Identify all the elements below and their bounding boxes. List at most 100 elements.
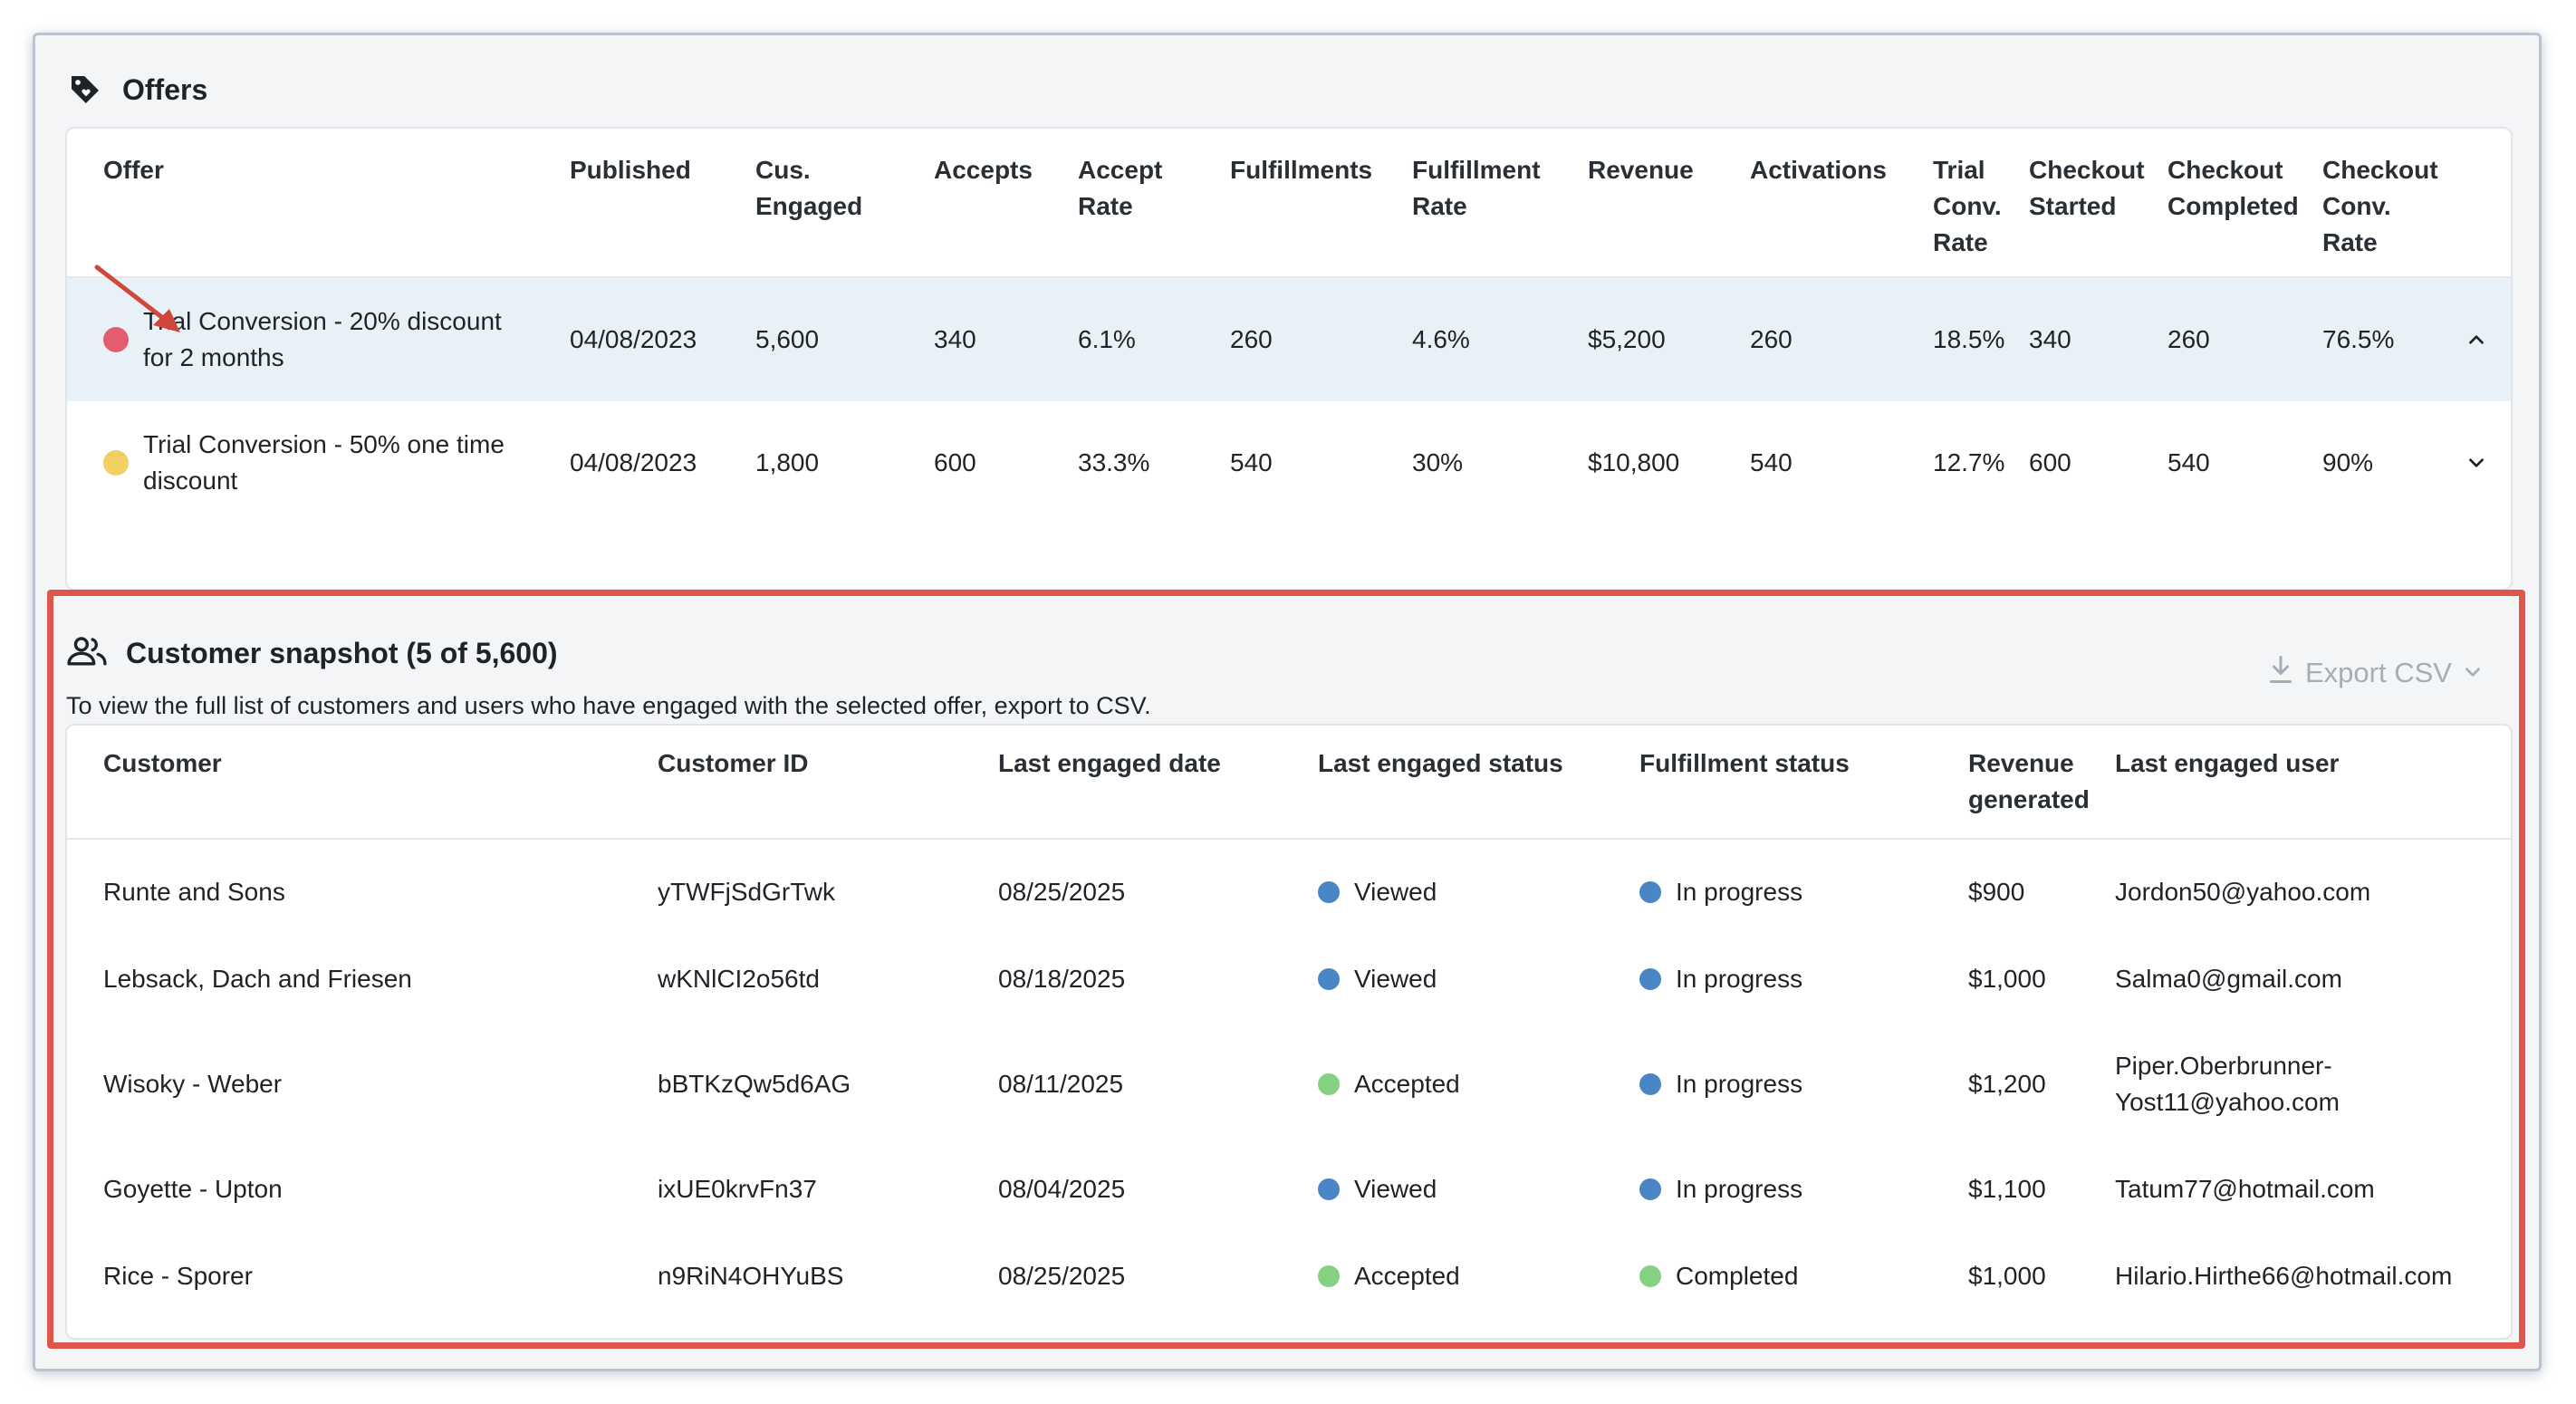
customer-id: ixUE0krvFn37 — [658, 1175, 817, 1203]
offer-checkout-started: 340 — [2029, 325, 2071, 353]
table-row[interactable]: Goyette - Upton ixUE0krvFn37 08/04/2025 … — [67, 1146, 2511, 1233]
status-dot — [103, 450, 129, 476]
highlight-box — [47, 590, 2525, 1349]
status-dot — [1318, 968, 1340, 990]
offer-row[interactable]: Trial Conversion - 50% one time discount … — [67, 401, 2511, 524]
offer-accepts: 340 — [934, 325, 976, 353]
customer-name: Runte and Sons — [103, 878, 285, 906]
status-dot — [1639, 1178, 1661, 1200]
table-row[interactable]: Wisoky - Weber bBTKzQw5d6AG 08/11/2025 A… — [67, 1023, 2511, 1146]
fulfillment-status: In progress — [1639, 1023, 1802, 1146]
chevron-down-icon — [2458, 445, 2494, 481]
customer-table: Customer Customer ID Last engaged date L… — [65, 724, 2513, 1340]
last-engaged-user: Salma0@gmail.com — [2115, 965, 2342, 993]
table-row[interactable]: Runte and Sons yTWFjSdGrTwk 08/25/2025 V… — [67, 849, 2511, 936]
col-fulfillment-rate: Fulfillment Rate — [1412, 156, 1541, 220]
table-row[interactable]: Lebsack, Dach and Friesen wKNlCI2o56td 0… — [67, 936, 2511, 1023]
last-engaged-date: 08/25/2025 — [998, 878, 1126, 906]
export-csv-button[interactable]: Export CSV — [2267, 651, 2483, 695]
last-engaged-status: Accepted — [1318, 1023, 1460, 1146]
customer-id: yTWFjSdGrTwk — [658, 878, 835, 906]
offer-published: 04/08/2023 — [570, 325, 697, 353]
col-checkout-completed: Checkout Completed — [2167, 156, 2299, 220]
revenue-generated: $1,000 — [1968, 1262, 2046, 1290]
customer-id: bBTKzQw5d6AG — [658, 1070, 851, 1098]
offers-table-header: Offer Published Cus. Engaged Accepts Acce… — [67, 129, 2511, 278]
col-trial-conv-rate: Trial Conv. Rate — [1933, 156, 2002, 256]
snapshot-title: Customer snapshot (5 of 5,600) — [126, 636, 558, 669]
offer-revenue: $5,200 — [1588, 325, 1666, 353]
offer-fulfillments: 540 — [1230, 448, 1273, 476]
offer-name[interactable]: Trial Conversion - 50% one time discount — [143, 430, 505, 495]
offer-checkout-conv-rate: 90% — [2322, 448, 2374, 476]
customer-name: Wisoky - Weber — [103, 1070, 283, 1098]
col-customer: Customer — [103, 749, 222, 777]
col-checkout-started: Checkout Started — [2029, 156, 2145, 220]
status-dot — [1639, 1073, 1661, 1095]
offer-accepts: 600 — [934, 448, 976, 476]
status-dot — [1318, 881, 1340, 903]
last-engaged-date: 08/11/2025 — [998, 1070, 1124, 1098]
last-engaged-date: 08/04/2025 — [998, 1175, 1126, 1203]
col-fulfillments: Fulfillments — [1230, 156, 1373, 184]
offer-accept-rate: 6.1% — [1078, 325, 1136, 353]
collapse-button[interactable] — [2458, 278, 2494, 401]
offer-trial-conv-rate: 18.5% — [1933, 325, 2005, 353]
last-engaged-status: Accepted — [1318, 1233, 1460, 1320]
table-row[interactable]: Rice - Sporer n9RiN4OHYuBS 08/25/2025 Ac… — [67, 1233, 2511, 1320]
customer-table-header: Customer Customer ID Last engaged date L… — [67, 726, 2511, 840]
col-activations: Activations — [1750, 156, 1887, 184]
offer-published: 04/08/2023 — [570, 448, 697, 476]
status-dot — [103, 327, 129, 352]
offer-status-dot — [103, 401, 129, 524]
col-published: Published — [570, 156, 691, 184]
last-engaged-user: Jordon50@yahoo.com — [2115, 878, 2371, 906]
col-accept-rate: Accept Rate — [1078, 156, 1163, 220]
last-engaged-user: Piper.Oberbrunner- Yost11@yahoo.com — [2115, 1052, 2340, 1116]
offer-checkout-conv-rate: 76.5% — [2322, 325, 2395, 353]
revenue-generated: $900 — [1968, 878, 2025, 906]
offers-header: Offers — [66, 70, 207, 110]
offer-row[interactable]: Trial Conversion - 20% discount for 2 mon… — [67, 278, 2511, 401]
offer-fulfillment-rate: 30% — [1412, 448, 1464, 476]
download-icon — [2267, 654, 2294, 692]
fulfillment-status: In progress — [1639, 1146, 1802, 1233]
fulfillment-status: In progress — [1639, 936, 1802, 1023]
status-dot — [1318, 1178, 1340, 1200]
offers-title: Offers — [122, 72, 208, 106]
customer-name: Rice - Sporer — [103, 1262, 253, 1290]
fulfillment-status: Completed — [1639, 1233, 1798, 1320]
last-engaged-status: Viewed — [1318, 1146, 1437, 1233]
offer-accept-rate: 33.3% — [1078, 448, 1150, 476]
last-engaged-user: Hilario.Hirthe66@hotmail.com — [2115, 1262, 2453, 1290]
offer-name[interactable]: Trial Conversion - 20% discount for 2 mon… — [143, 307, 502, 371]
col-customer-id: Customer ID — [658, 749, 809, 777]
snapshot-header: Customer snapshot (5 of 5,600) — [66, 633, 558, 673]
col-checkout-conv-rate: Checkout Conv. Rate — [2322, 156, 2438, 256]
offer-fulfillments: 260 — [1230, 325, 1273, 353]
customer-id: wKNlCI2o56td — [658, 965, 820, 993]
expand-button[interactable] — [2458, 401, 2494, 524]
customer-name: Lebsack, Dach and Friesen — [103, 965, 412, 993]
offers-table: Offer Published Cus. Engaged Accepts Acce… — [65, 127, 2513, 591]
offer-revenue: $10,800 — [1588, 448, 1680, 476]
customer-id: n9RiN4OHYuBS — [658, 1262, 844, 1290]
revenue-generated: $1,100 — [1968, 1175, 2046, 1203]
last-engaged-status: Viewed — [1318, 936, 1437, 1023]
status-dot — [1318, 1073, 1340, 1095]
last-engaged-date: 08/18/2025 — [998, 965, 1126, 993]
customer-name: Goyette - Upton — [103, 1175, 283, 1203]
status-dot — [1639, 1265, 1661, 1287]
offer-fulfillment-rate: 4.6% — [1412, 325, 1470, 353]
last-engaged-user: Tatum77@hotmail.com — [2115, 1175, 2375, 1203]
offer-status-dot — [103, 278, 129, 401]
offer-engaged: 1,800 — [755, 448, 820, 476]
col-last-engaged-status: Last engaged status — [1318, 749, 1563, 777]
last-engaged-status: Viewed — [1318, 849, 1437, 936]
col-fulfillment-status: Fulfillment status — [1639, 749, 1850, 777]
app-frame: Offers Offer Published Cus. Engaged Accep… — [33, 33, 2542, 1371]
last-engaged-date: 08/25/2025 — [998, 1262, 1126, 1290]
status-dot — [1639, 881, 1661, 903]
offer-checkout-completed: 540 — [2167, 448, 2210, 476]
export-csv-label: Export CSV — [2305, 657, 2452, 688]
